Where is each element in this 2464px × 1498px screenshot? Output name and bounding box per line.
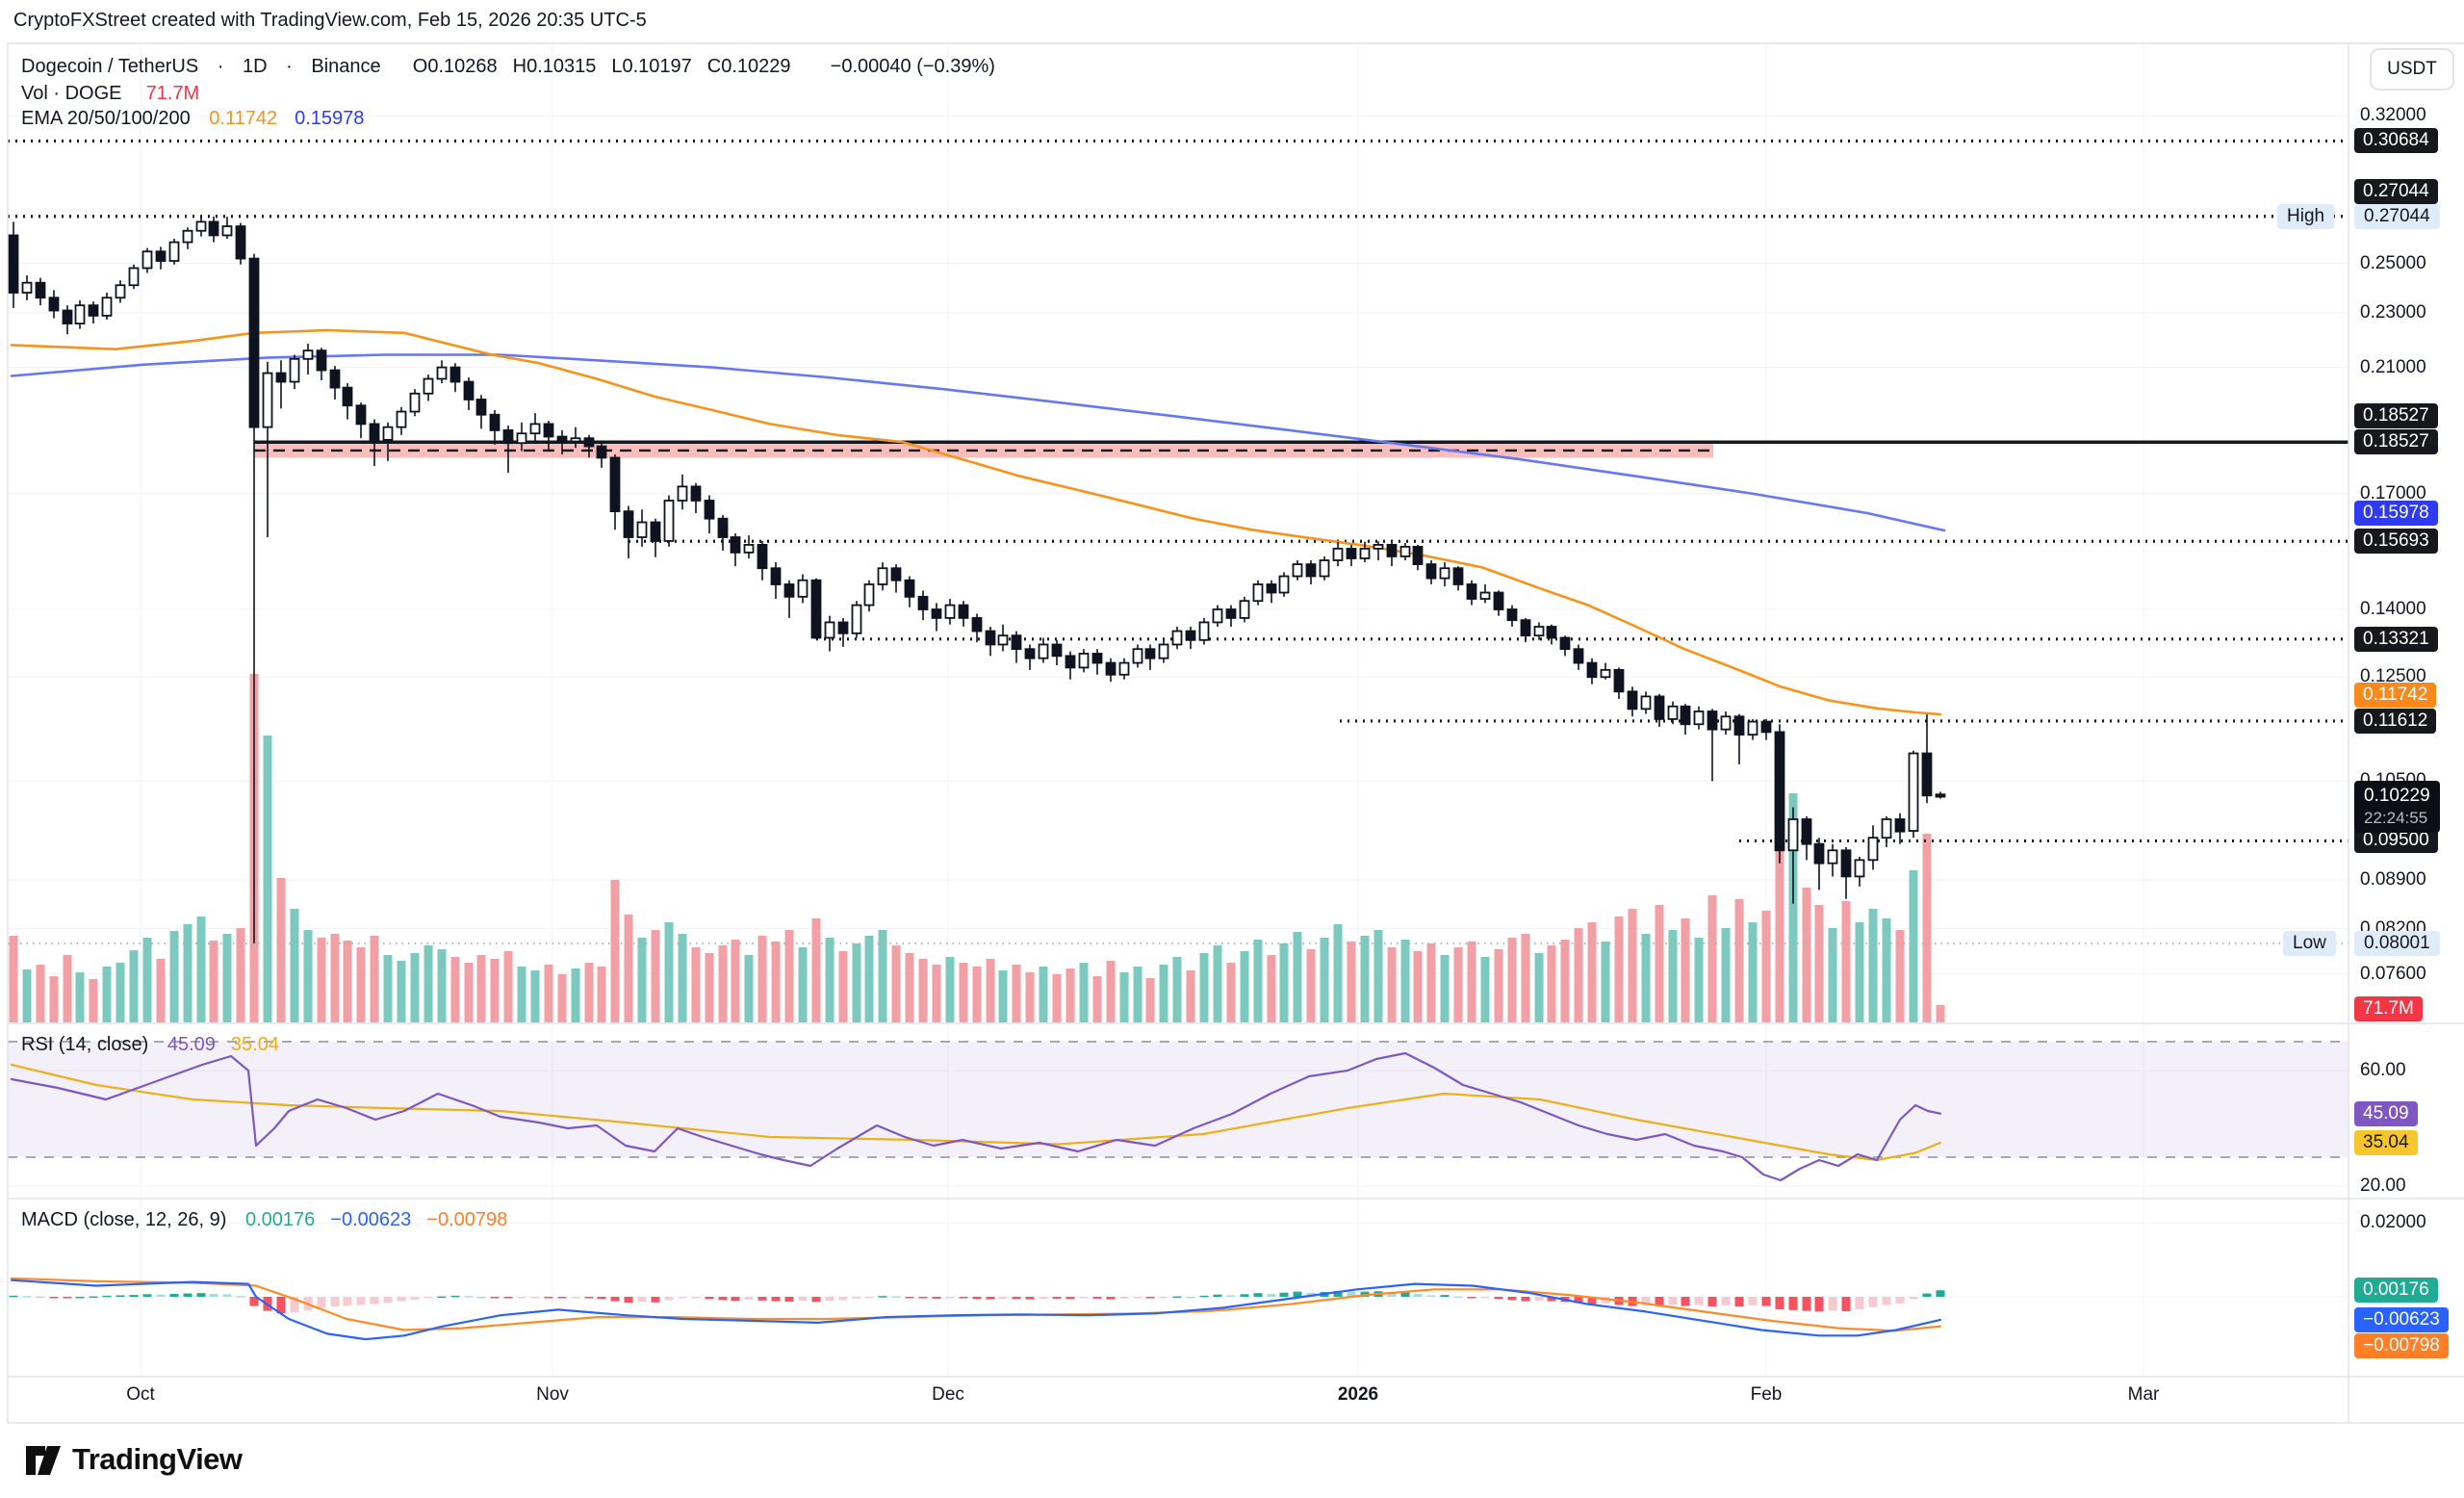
price-line-badge: 0.13321 — [2354, 626, 2438, 652]
macd-value-badge: −0.00623 — [2354, 1306, 2449, 1332]
time-axis-month: Feb — [1750, 1384, 1783, 1405]
price-axis-label: 0.25000 — [2360, 252, 2426, 273]
rsi-axis-label: 60.00 — [2360, 1060, 2406, 1080]
ema-fast-badge: 0.11742 — [2354, 683, 2437, 709]
ema-label: EMA 20/50/100/200 — [21, 108, 191, 129]
legend-value: 0.11742 — [209, 108, 278, 129]
ema-legend: EMA 20/50/100/200 0.11742 0.15978 — [21, 108, 381, 130]
volume-legend: Vol · DOGE 71.7M — [21, 83, 199, 105]
symbol-name: Dogecoin / TetherUS — [21, 56, 199, 77]
ohlc-item: L0.10197 — [611, 56, 692, 77]
price-line-badge: 0.30684 — [2354, 128, 2438, 154]
macd-value-badge: 0.00176 — [2354, 1278, 2438, 1304]
volume-badge: 71.7M — [2354, 996, 2423, 1021]
price-axis-label: 0.12500 — [2360, 666, 2426, 687]
legend-value: 0.00176 — [244, 1209, 316, 1230]
volume-label: Vol · DOGE — [21, 83, 122, 104]
rsi-value-badge: 35.04 — [2354, 1129, 2418, 1155]
legend-value: 0.15978 — [295, 108, 365, 129]
tradingview-logo-text: TradingView — [72, 1442, 243, 1476]
time-axis-month: Oct — [126, 1384, 155, 1405]
price-line-badge: 0.27044 — [2354, 178, 2438, 204]
rsi-value-badge: 45.09 — [2354, 1100, 2418, 1126]
tradingview-watermark[interactable]: TradingView — [24, 1440, 243, 1479]
price-axis-label: 0.21000 — [2360, 356, 2426, 377]
ohlc-item: H0.10315 — [512, 56, 597, 77]
current-price-badge: 0.10229 22:24:55 — [2354, 780, 2440, 833]
legend-value: −0.00798 — [426, 1209, 508, 1230]
high-label-chip: High — [2277, 203, 2335, 229]
ohlc-values: O0.10268 H0.10315 L0.10197 C0.10229 — [413, 56, 807, 77]
time-axis-month: Dec — [932, 1384, 964, 1405]
credit-line: CryptoFXStreet created with TradingView.… — [13, 10, 647, 31]
price-axis-label: 0.14000 — [2360, 599, 2426, 619]
price-line-badge: 0.18527 — [2354, 403, 2438, 429]
ohlc-item: C0.10229 — [706, 56, 791, 77]
price-axis-label: 0.17000 — [2360, 482, 2426, 504]
tradingview-logo-icon — [26, 1446, 61, 1475]
price-line-badge: 0.11612 — [2354, 708, 2437, 734]
time-axis-month: 2026 — [1337, 1384, 1379, 1405]
rsi-axis-label: 20.00 — [2360, 1175, 2406, 1196]
macd-values: 0.00176 −0.00623 −0.00798 — [245, 1209, 523, 1230]
low-label-chip: Low — [2283, 930, 2336, 956]
time-axis-month: Mar — [2127, 1384, 2160, 1405]
macd-label: MACD (close, 12, 26, 9) — [21, 1209, 227, 1230]
price-axis-label: 0.07600 — [2360, 963, 2426, 984]
currency-unit-button[interactable]: USDT — [2370, 48, 2454, 90]
ema-values: 0.11742 0.15978 — [209, 108, 381, 129]
price-line-badge: 0.09500 — [2354, 828, 2438, 854]
legend-value: 35.04 — [230, 1034, 279, 1055]
volume-value: 71.7M — [145, 83, 200, 104]
exchange-label: Binance — [311, 56, 381, 77]
rsi-label: RSI (14, close) — [21, 1034, 149, 1055]
time-axis-month: Nov — [536, 1384, 569, 1405]
macd-value-badge: −0.00798 — [2354, 1332, 2449, 1358]
ohlc-item: O0.10268 — [412, 56, 498, 77]
price-line-badge: 0.15693 — [2354, 529, 2438, 555]
legend-value: −0.00623 — [330, 1209, 412, 1230]
price-axis-label: 0.32000 — [2360, 105, 2426, 126]
legend-value: 45.09 — [167, 1034, 216, 1055]
price-axis-label: 0.08900 — [2360, 868, 2426, 890]
ema-slow-badge: 0.15978 — [2354, 501, 2438, 527]
high-value-chip: 0.27044 — [2354, 203, 2440, 229]
macd-axis-label: 0.02000 — [2360, 1212, 2426, 1233]
price-axis-label: 0.23000 — [2360, 302, 2426, 323]
macd-legend: MACD (close, 12, 26, 9) 0.00176 −0.00623−… — [21, 1209, 523, 1231]
interval-label: 1D — [242, 56, 268, 77]
change-value: −0.00040 (−0.39%) — [830, 56, 995, 77]
rsi-legend: RSI (14, close) 45.09 35.04 — [21, 1034, 295, 1056]
rsi-values: 45.09 35.04 — [167, 1034, 295, 1055]
low-value-chip: 0.08001 — [2354, 930, 2440, 956]
price-line-badge: 0.18527 — [2354, 429, 2438, 455]
symbol-legend: Dogecoin / TetherUS · 1D · Binance O0.10… — [21, 56, 995, 77]
